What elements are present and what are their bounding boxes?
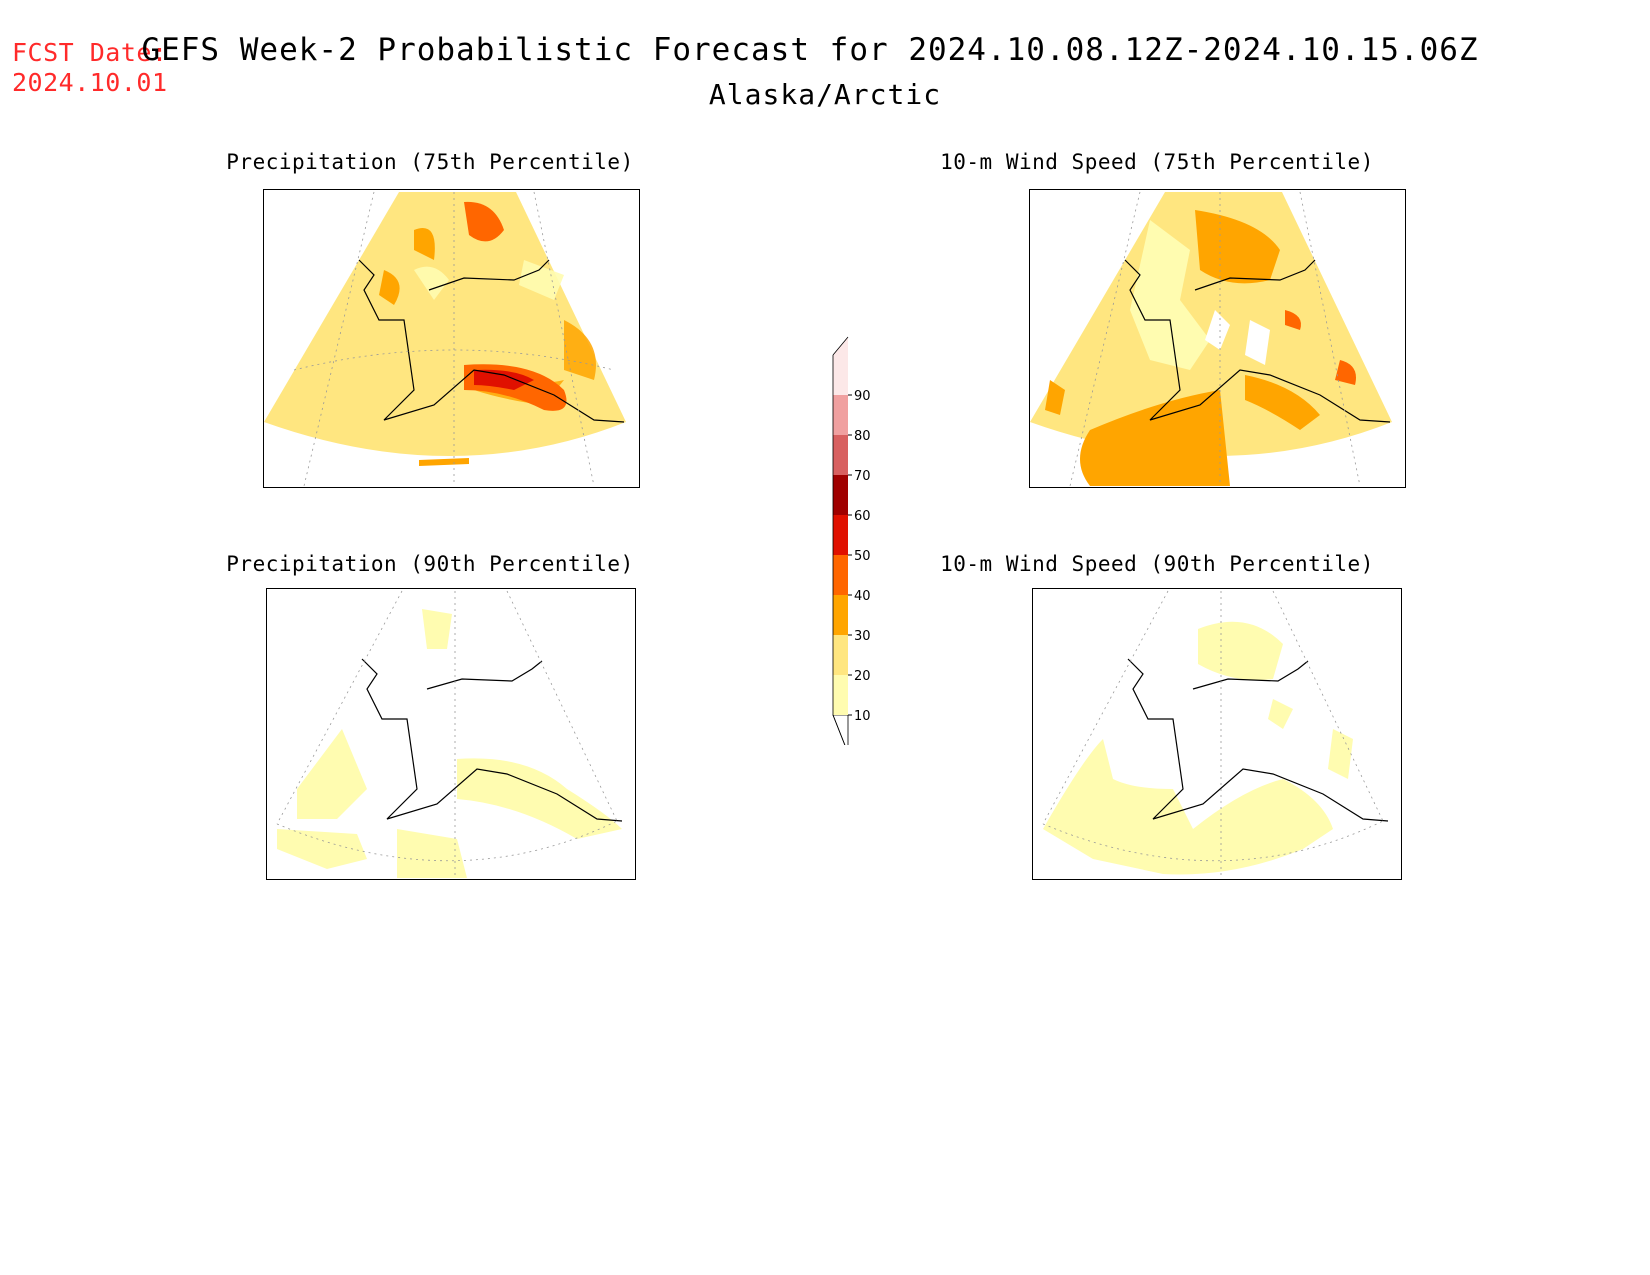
map-precip-75	[263, 189, 640, 488]
colorbar-tick-label: 10	[854, 709, 871, 724]
colorbar-swatch	[833, 515, 848, 555]
map-wind-90	[1032, 588, 1402, 880]
colorbar-swatch	[833, 395, 848, 435]
colorbar-swatch	[833, 475, 848, 515]
page-title: GEFS Week-2 Probabilistic Forecast for 2…	[141, 32, 1479, 68]
colorbar-tick-label: 80	[854, 429, 871, 444]
map-precip-90	[266, 588, 636, 880]
region-subtitle: Alaska/Arctic	[708, 78, 942, 111]
colorbar-tick-label: 90	[854, 389, 871, 404]
panel-title-precip-75: Precipitation (75th Percentile)	[226, 150, 634, 174]
panel-title-wind-75: 10-m Wind Speed (75th Percentile)	[940, 150, 1374, 174]
panel-title-precip-90: Precipitation (90th Percentile)	[226, 552, 634, 576]
colorbar-tick-label: 50	[854, 549, 871, 564]
panel-title-wind-90: 10-m Wind Speed (90th Percentile)	[940, 552, 1374, 576]
colorbar-tick-label: 60	[854, 509, 871, 524]
colorbar-swatch	[833, 435, 848, 475]
colorbar-tick-label: 30	[854, 629, 871, 644]
forecast-date-value: 2024.10.01	[12, 68, 168, 97]
colorbar-tick-label: 40	[854, 589, 871, 604]
colorbar-bottom-arrow	[832, 714, 849, 754]
colorbar-tick-label: 70	[854, 469, 871, 484]
colorbar-swatch	[833, 595, 848, 635]
colorbar-swatch	[833, 635, 848, 675]
colorbar-swatch	[833, 355, 848, 395]
map-wind-75	[1029, 189, 1406, 488]
colorbar-tick-label: 20	[854, 669, 871, 684]
forecast-date-label: FCST Date:	[12, 38, 168, 67]
colorbar-outline	[832, 336, 849, 754]
colorbar-swatch	[833, 675, 848, 715]
colorbar-swatch	[833, 555, 848, 595]
probability-colorbar: 10 20 30 40 50 60 70 80 90	[800, 335, 880, 754]
